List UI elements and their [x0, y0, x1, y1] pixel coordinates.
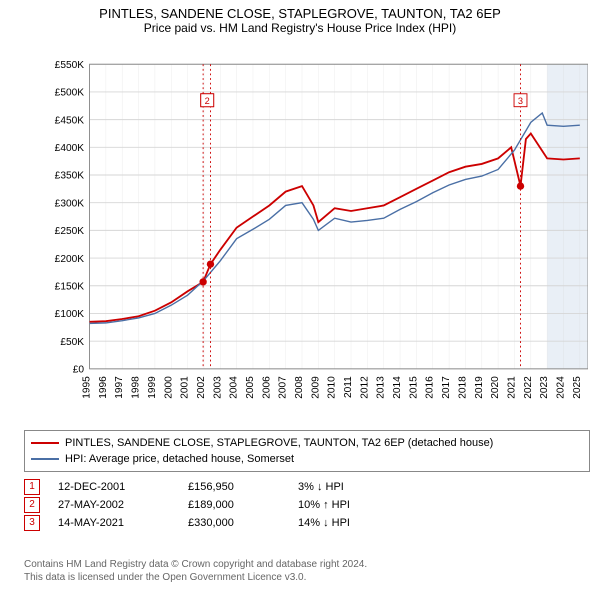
svg-text:2024: 2024: [555, 376, 566, 399]
marker-delta: 10% ↑ HPI: [298, 499, 418, 511]
svg-text:£350K: £350K: [55, 171, 85, 182]
svg-text:2016: 2016: [425, 376, 436, 399]
svg-text:2004: 2004: [229, 376, 240, 399]
svg-text:1996: 1996: [98, 376, 109, 399]
marker-price: £330,000: [188, 517, 298, 529]
marker-price: £189,000: [188, 499, 298, 511]
svg-text:2011: 2011: [343, 376, 354, 398]
marker-row: 2 27-MAY-2002£189,00010% ↑ HPI: [24, 496, 576, 514]
chart-area: £0 £50K £100K £150K £200K £250K £300K £350K £400…: [48, 50, 588, 420]
chart-subtitle: Price paid vs. HM Land Registry's House …: [0, 21, 600, 39]
svg-text:2023: 2023: [539, 376, 550, 399]
legend-swatch-subject: [31, 442, 59, 444]
svg-text:£550K: £550K: [55, 60, 85, 71]
svg-text:2005: 2005: [245, 376, 256, 399]
line-chart: £0 £50K £100K £150K £200K £250K £300K £350K £400…: [48, 50, 588, 420]
marker-row: 3 14-MAY-2021£330,00014% ↓ HPI: [24, 514, 576, 532]
svg-text:2007: 2007: [278, 376, 289, 399]
svg-text:1999: 1999: [147, 376, 158, 399]
marker-index: 3: [24, 515, 40, 531]
marker-date: 27-MAY-2002: [58, 499, 188, 511]
svg-text:1997: 1997: [114, 376, 125, 399]
attribution-line1: Contains HM Land Registry data © Crown c…: [24, 558, 367, 571]
svg-text:2015: 2015: [408, 376, 419, 399]
legend-item-hpi: HPI: Average price, detached house, Some…: [31, 451, 583, 467]
svg-text:2: 2: [205, 96, 210, 106]
legend-label-hpi: HPI: Average price, detached house, Some…: [65, 453, 294, 465]
svg-text:£50K: £50K: [60, 337, 84, 348]
svg-text:£450K: £450K: [55, 115, 85, 126]
svg-text:2008: 2008: [294, 376, 305, 399]
marker-table: 1 12-DEC-2001£156,9503% ↓ HPI 2 27-MAY-2002…: [24, 478, 576, 532]
svg-text:£400K: £400K: [55, 143, 85, 154]
svg-text:£250K: £250K: [55, 226, 85, 237]
svg-text:2006: 2006: [261, 376, 272, 399]
attribution-line2: This data is licensed under the Open Gov…: [24, 571, 367, 584]
svg-text:2017: 2017: [441, 376, 452, 399]
marker-index: 2: [24, 497, 40, 513]
svg-text:2002: 2002: [196, 376, 207, 399]
marker-index: 1: [24, 479, 40, 495]
svg-text:£0: £0: [73, 365, 85, 376]
legend: PINTLES, SANDENE CLOSE, STAPLEGROVE, TAU…: [24, 430, 590, 472]
svg-text:2001: 2001: [180, 376, 191, 399]
legend-swatch-hpi: [31, 458, 59, 460]
svg-text:2021: 2021: [506, 376, 517, 399]
marker-row: 1 12-DEC-2001£156,9503% ↓ HPI: [24, 478, 576, 496]
svg-text:2025: 2025: [572, 376, 583, 399]
marker-date: 12-DEC-2001: [58, 481, 188, 493]
svg-text:2020: 2020: [490, 376, 501, 399]
svg-text:1998: 1998: [131, 376, 142, 399]
svg-text:£500K: £500K: [55, 88, 85, 99]
svg-text:£100K: £100K: [55, 309, 85, 320]
svg-text:2003: 2003: [212, 376, 223, 399]
svg-text:2014: 2014: [392, 376, 403, 399]
svg-text:£200K: £200K: [55, 254, 85, 265]
marker-price: £156,950: [188, 481, 298, 493]
svg-text:2022: 2022: [523, 376, 534, 399]
svg-text:2018: 2018: [457, 376, 468, 399]
marker-delta: 14% ↓ HPI: [298, 517, 418, 529]
attribution: Contains HM Land Registry data © Crown c…: [24, 558, 367, 584]
marker-date: 14-MAY-2021: [58, 517, 188, 529]
svg-text:2013: 2013: [376, 376, 387, 399]
svg-text:3: 3: [518, 96, 523, 106]
legend-item-subject: PINTLES, SANDENE CLOSE, STAPLEGROVE, TAU…: [31, 435, 583, 451]
marker-delta: 3% ↓ HPI: [298, 481, 418, 493]
svg-text:2009: 2009: [310, 376, 321, 399]
svg-text:2019: 2019: [474, 376, 485, 399]
svg-text:£150K: £150K: [55, 281, 85, 292]
svg-text:2010: 2010: [327, 376, 338, 399]
svg-text:2012: 2012: [359, 376, 370, 399]
svg-text:£300K: £300K: [55, 198, 85, 209]
svg-text:1995: 1995: [82, 376, 93, 399]
legend-label-subject: PINTLES, SANDENE CLOSE, STAPLEGROVE, TAU…: [65, 437, 493, 449]
svg-text:2000: 2000: [163, 376, 174, 399]
chart-title: PINTLES, SANDENE CLOSE, STAPLEGROVE, TAU…: [0, 0, 600, 21]
